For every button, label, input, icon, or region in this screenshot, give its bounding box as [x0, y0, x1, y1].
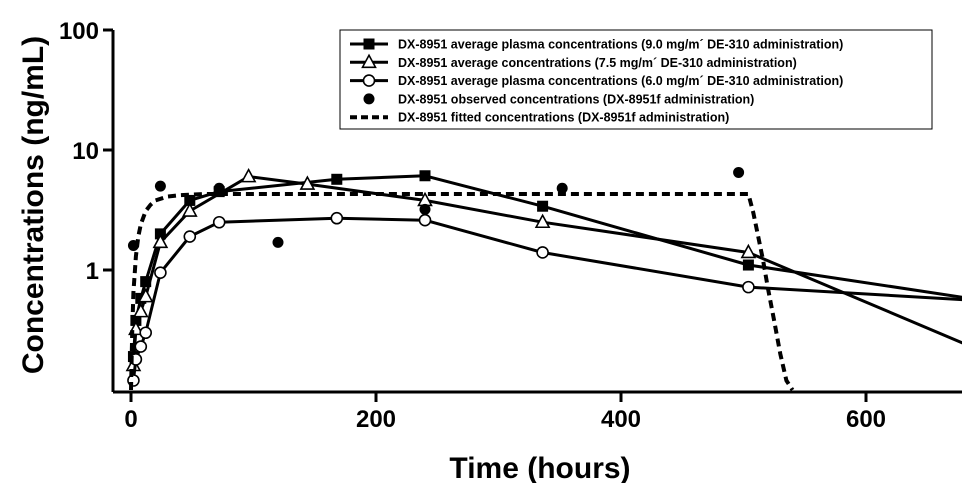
legend: DX-8951 average plasma concentrations (9…: [339, 29, 933, 130]
data-point: [140, 276, 152, 288]
data-point: [139, 326, 152, 340]
data-point: [137, 287, 154, 303]
series-2: [125, 167, 962, 372]
data-point: [134, 340, 148, 353]
data-point: [331, 173, 343, 185]
data-point: [272, 236, 284, 248]
legend-box: [339, 29, 933, 130]
data-point: [213, 182, 225, 194]
legend-label: DX-8951 average concentrations (7.5 mg/m…: [398, 56, 797, 70]
legend-marker: [361, 53, 377, 69]
data-point: [240, 167, 257, 183]
series-line: [131, 216, 962, 381]
data-point: [184, 194, 196, 206]
series-line: [129, 192, 795, 392]
data-point: [154, 266, 167, 279]
series-3: [127, 211, 962, 387]
x-tick-label: 0: [124, 406, 137, 433]
y-tick-label: 100: [59, 18, 99, 45]
data-point: [330, 211, 344, 225]
data-point: [742, 259, 754, 271]
data-point: [154, 180, 166, 192]
x-tick-label: 600: [846, 406, 886, 433]
data-point: [212, 215, 226, 229]
legend-marker: [363, 93, 375, 105]
data-point: [132, 302, 149, 318]
data-point: [733, 166, 745, 178]
legend-label: DX-8951 observed concentrations (DX-8951…: [398, 92, 754, 106]
data-point: [419, 203, 431, 215]
legend-marker: [363, 38, 375, 50]
y-tick-label: 10: [72, 138, 99, 165]
legend-marker: [362, 74, 376, 87]
data-point: [418, 213, 432, 227]
x-axis-title: Time (hours): [449, 452, 630, 483]
series-5: [129, 192, 795, 392]
series-4: [127, 166, 745, 252]
x-tick-label: 200: [356, 406, 396, 433]
data-point: [183, 230, 197, 243]
x-tick-label: 400: [601, 406, 641, 433]
data-point: [152, 233, 169, 249]
legend-label: DX-8951 fitted concentrations (DX-8951f …: [398, 111, 729, 125]
series-layer: [125, 166, 962, 392]
data-point: [181, 202, 198, 217]
data-point: [130, 314, 142, 326]
axes: 1 10 100 0 200 400 600: [59, 18, 962, 433]
data-point: [534, 213, 551, 229]
legend-label: DX-8951 average plasma concentrations (9…: [398, 38, 843, 52]
series-1: [127, 170, 962, 363]
y-axis-title: Concentrations (ng/mL): [17, 36, 50, 374]
data-point: [299, 175, 316, 190]
data-point: [537, 200, 549, 212]
data-point: [419, 170, 431, 182]
data-point: [740, 243, 757, 259]
data-point: [536, 246, 549, 259]
y-tick-label: 1: [86, 258, 99, 285]
data-point: [556, 182, 568, 194]
data-point: [742, 280, 755, 294]
legend-label: DX-8951 average plasma concentrations (6…: [398, 74, 843, 88]
